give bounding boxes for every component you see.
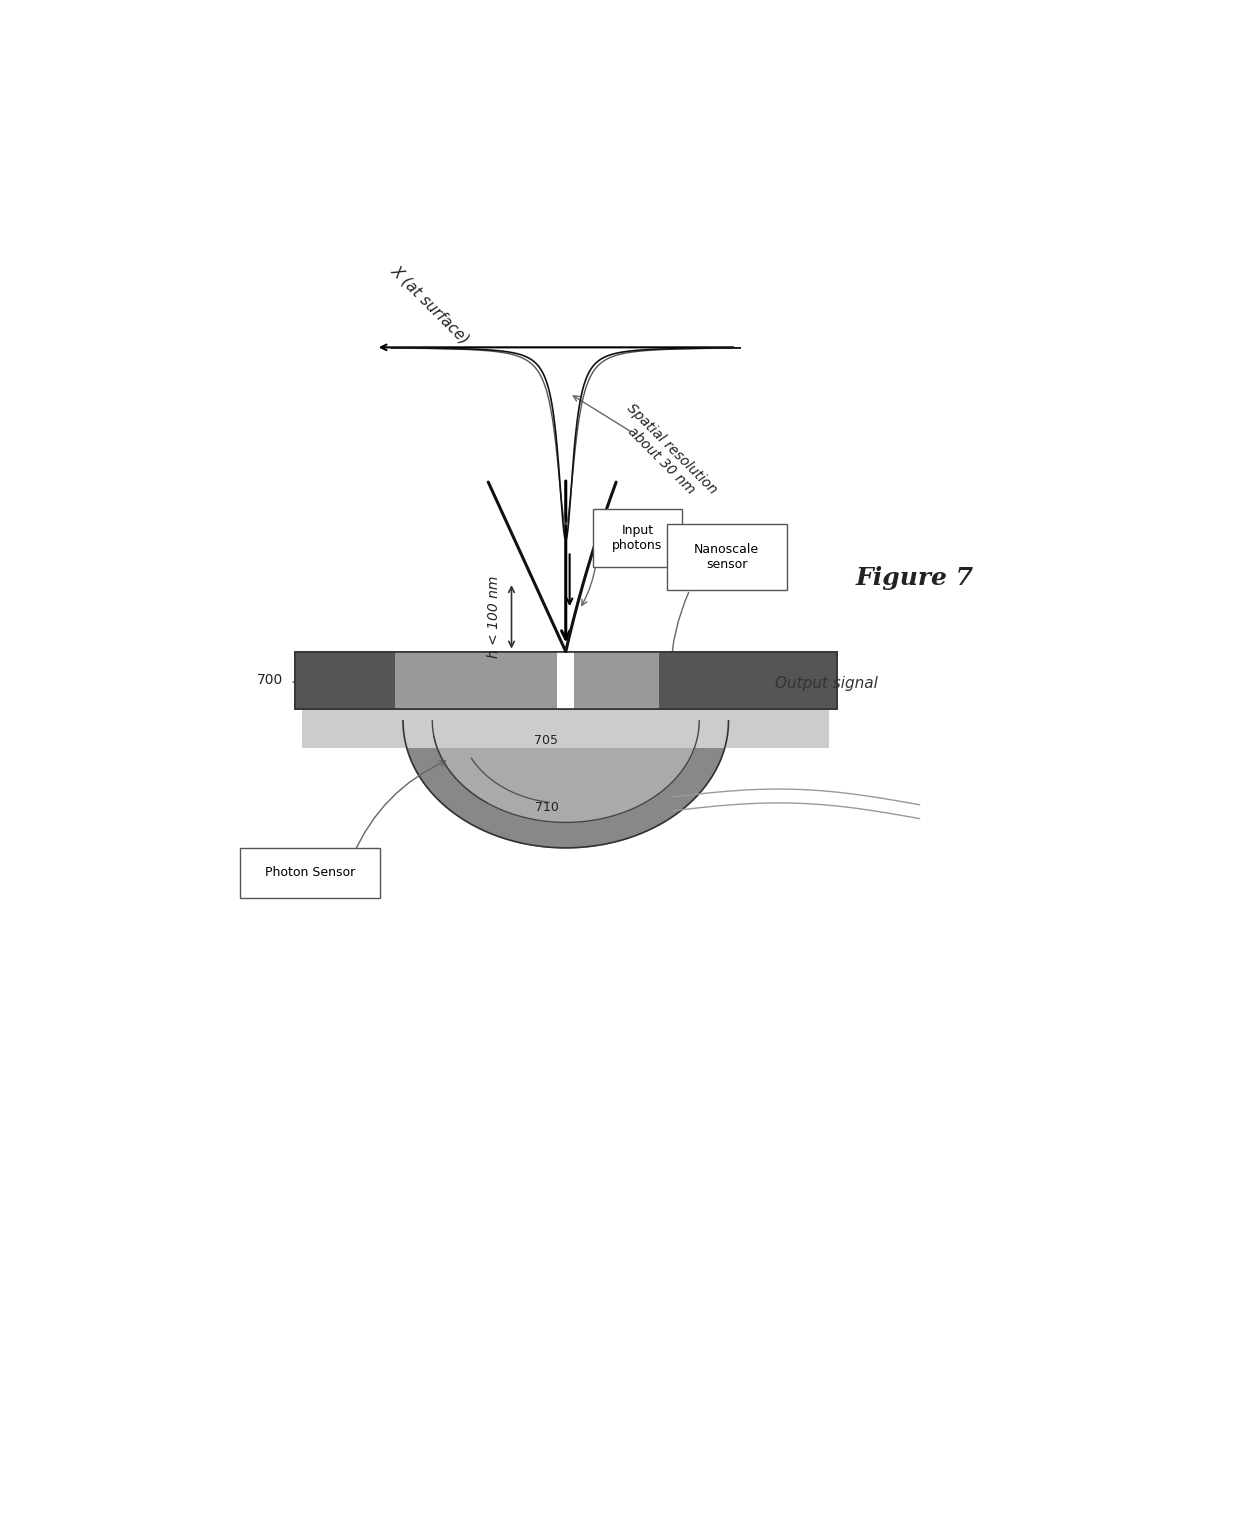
Bar (295, 651, 837, 709)
Text: 710: 710 (534, 801, 559, 814)
Text: Spatial resolution
about 30 nm: Spatial resolution about 30 nm (613, 401, 720, 509)
Bar (295, 651, 396, 709)
Polygon shape (403, 721, 729, 848)
Text: Output signal: Output signal (775, 676, 878, 691)
Bar (658, 651, 837, 709)
FancyBboxPatch shape (241, 848, 379, 898)
Bar (295, 651, 837, 709)
FancyBboxPatch shape (593, 509, 682, 567)
Bar (658, 651, 837, 709)
Text: Photon Sensor: Photon Sensor (265, 867, 355, 879)
Bar (557, 651, 574, 709)
Bar (396, 651, 557, 709)
Text: Figure 7: Figure 7 (856, 567, 973, 591)
Text: Nanoscale
sensor: Nanoscale sensor (694, 544, 759, 571)
Text: h < 100 nm: h < 100 nm (487, 576, 501, 658)
Bar (396, 651, 557, 709)
FancyBboxPatch shape (667, 524, 786, 589)
Polygon shape (433, 721, 699, 823)
Bar (574, 651, 658, 709)
Bar (295, 651, 396, 709)
Bar (557, 651, 574, 709)
Text: 705: 705 (534, 733, 558, 747)
Text: Input
photons: Input photons (613, 524, 662, 551)
Text: 700: 700 (257, 673, 283, 688)
Bar (574, 651, 658, 709)
Text: X (at surface): X (at surface) (388, 264, 472, 347)
Bar (303, 706, 830, 748)
Bar (295, 651, 837, 709)
